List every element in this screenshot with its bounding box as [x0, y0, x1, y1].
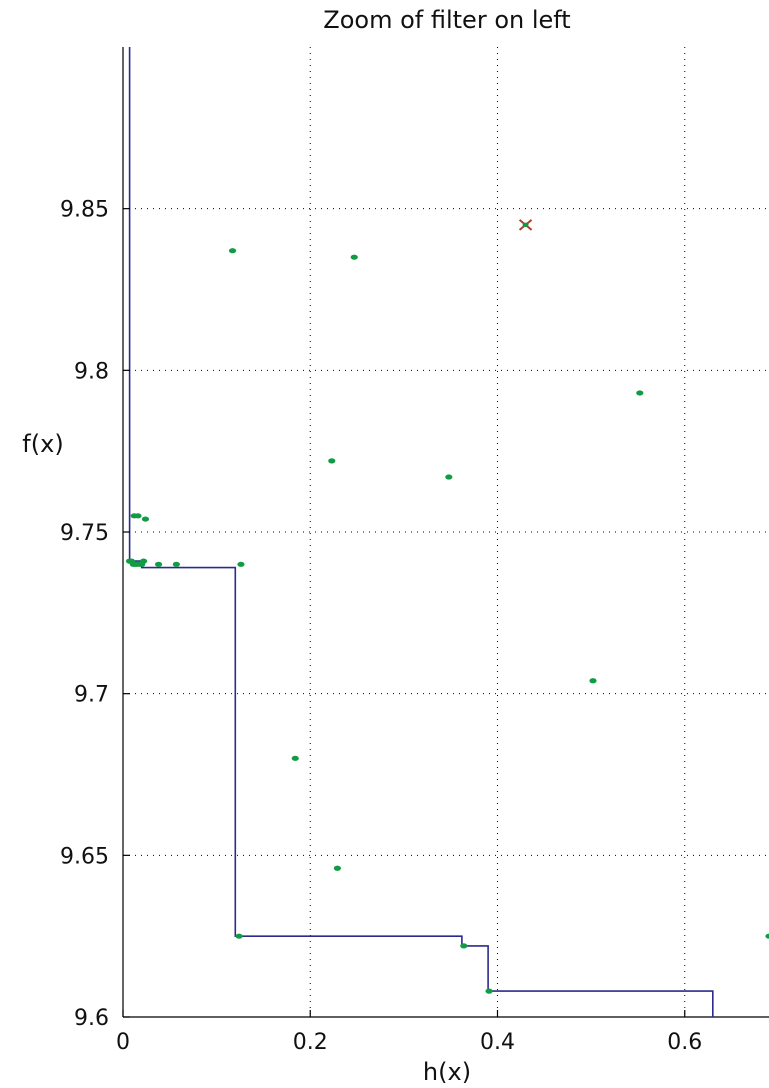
chart-title: Zoom of filter on left [323, 6, 570, 34]
data-point [460, 943, 468, 949]
y-ticks: 9.6 9.65 9.7 9.75 9.8 9.85 [60, 198, 130, 1031]
data-point [141, 516, 150, 522]
y-axis-label: f(x) [22, 430, 63, 458]
y-tick-label: 9.7 [74, 683, 109, 708]
data-point [172, 561, 180, 567]
data-point [328, 458, 336, 464]
y-tick-label: 9.85 [60, 198, 109, 223]
x-axis-label: h(x) [423, 1058, 471, 1086]
x-tick-label: 0.2 [293, 1030, 328, 1055]
y-tick-label: 9.65 [60, 844, 109, 869]
data-point [589, 678, 597, 684]
x-tick-label: 0 [116, 1030, 130, 1055]
data-point [333, 865, 341, 871]
data-point [636, 390, 644, 396]
data-point [138, 561, 146, 567]
filter-line-group [128, 47, 714, 1017]
data-point [445, 474, 453, 480]
grid [123, 47, 769, 1017]
data-point [154, 561, 163, 567]
y-tick-label: 9.8 [74, 359, 109, 384]
data-point [237, 561, 245, 567]
x-tick-label: 0.6 [667, 1030, 702, 1055]
filter-line [128, 47, 714, 1017]
data-point [485, 988, 493, 994]
x-marker [518, 219, 533, 231]
data-point [765, 933, 769, 939]
data-point [228, 248, 237, 254]
x-tick-label: 0.4 [480, 1030, 515, 1055]
x-ticks: 0 0.2 0.4 0.6 [116, 1010, 702, 1055]
data-point [235, 933, 243, 939]
y-tick-label: 9.6 [74, 1006, 109, 1031]
y-tick-label: 9.75 [60, 521, 109, 546]
data-point [350, 254, 358, 260]
marker-point [522, 222, 529, 228]
data-point [291, 755, 299, 761]
points-group [125, 219, 769, 994]
data-point [134, 513, 142, 519]
